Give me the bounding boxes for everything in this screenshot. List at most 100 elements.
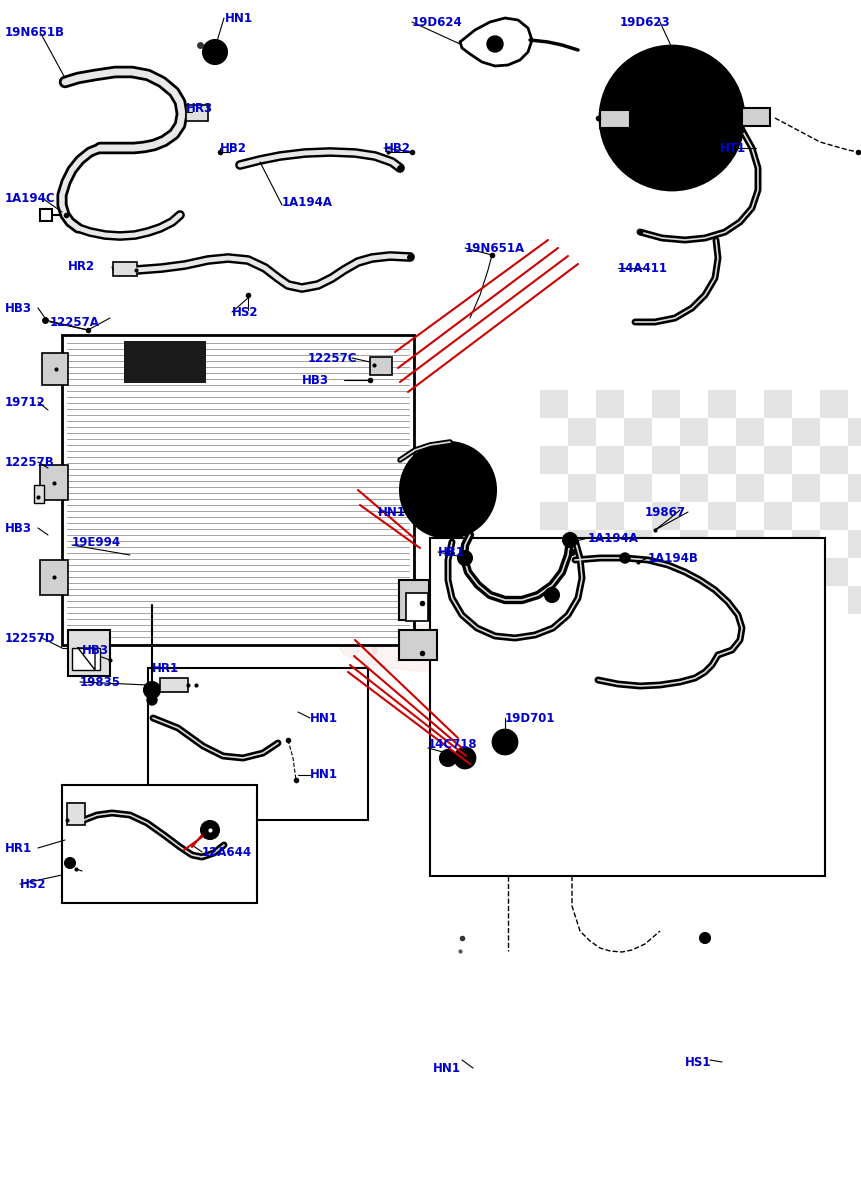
Bar	[652, 446, 680, 474]
Text: HB1: HB1	[438, 546, 465, 558]
Bar	[652, 390, 680, 418]
Bar	[792, 418, 820, 446]
Circle shape	[667, 170, 677, 181]
Text: HR3: HR3	[186, 102, 214, 114]
Text: HN1: HN1	[310, 712, 338, 725]
Bar	[848, 586, 861, 614]
Circle shape	[478, 485, 488, 494]
Circle shape	[65, 858, 75, 868]
Text: 19835: 19835	[80, 676, 121, 689]
Circle shape	[487, 36, 503, 52]
Bar	[568, 586, 596, 614]
Circle shape	[413, 455, 483, 526]
Bar	[186, 104, 208, 121]
Bar	[540, 390, 568, 418]
Bar	[764, 390, 792, 418]
Bar	[792, 474, 820, 502]
Text: HN1: HN1	[310, 768, 338, 781]
Bar	[40, 209, 52, 221]
Text: 1A194C: 1A194C	[5, 192, 56, 204]
Text: 12257D: 12257D	[5, 631, 55, 644]
Bar	[596, 446, 624, 474]
Text: HR1: HR1	[5, 841, 32, 854]
Bar	[652, 502, 680, 530]
Circle shape	[400, 442, 496, 538]
Circle shape	[440, 750, 456, 766]
Text: 1A194A: 1A194A	[588, 532, 639, 545]
Circle shape	[147, 695, 157, 704]
Bar	[708, 502, 736, 530]
Bar	[680, 586, 708, 614]
Circle shape	[600, 46, 744, 190]
Circle shape	[717, 84, 728, 94]
Text: 12A644: 12A644	[202, 846, 252, 858]
Bar	[540, 558, 568, 586]
Circle shape	[616, 142, 627, 152]
Bar	[764, 446, 792, 474]
Text: p a r t s: p a r t s	[369, 626, 490, 654]
Bar	[736, 474, 764, 502]
Bar	[596, 558, 624, 586]
Bar	[34, 485, 44, 503]
Ellipse shape	[65, 570, 305, 625]
Bar	[848, 418, 861, 446]
Bar	[624, 586, 652, 614]
Text: HT1: HT1	[720, 142, 746, 155]
Bar	[680, 418, 708, 446]
Text: C o r a l l: C o r a l l	[133, 576, 287, 605]
Circle shape	[667, 55, 677, 65]
Circle shape	[717, 142, 728, 152]
Bar	[430, 538, 825, 876]
Bar	[370, 358, 392, 374]
Bar	[736, 530, 764, 558]
Bar	[596, 390, 624, 418]
Text: 12257B: 12257B	[5, 456, 55, 468]
Text: HB3: HB3	[82, 643, 109, 656]
Bar	[680, 530, 708, 558]
Circle shape	[616, 84, 627, 94]
Bar	[848, 530, 861, 558]
Bar	[62, 785, 257, 902]
Bar	[68, 630, 110, 676]
Bar	[406, 593, 428, 622]
Bar	[764, 502, 792, 530]
Circle shape	[425, 515, 436, 526]
Bar	[764, 558, 792, 586]
Ellipse shape	[340, 623, 600, 673]
Text: 1A194A: 1A194A	[282, 196, 333, 209]
Text: 12257A: 12257A	[50, 316, 100, 329]
Bar	[399, 580, 429, 620]
Bar	[568, 530, 596, 558]
Bar	[624, 474, 652, 502]
Circle shape	[207, 44, 223, 60]
Bar	[160, 678, 188, 692]
Bar	[820, 446, 848, 474]
Circle shape	[493, 730, 517, 754]
Text: HR2: HR2	[68, 260, 95, 274]
Text: 19867: 19867	[645, 505, 686, 518]
Bar	[72, 648, 100, 670]
Bar	[40, 560, 68, 595]
Text: 19E994: 19E994	[72, 535, 121, 548]
Text: HN1: HN1	[225, 12, 253, 24]
Text: 19D701: 19D701	[505, 712, 555, 725]
Bar	[124, 341, 206, 383]
Circle shape	[458, 551, 472, 565]
Circle shape	[461, 455, 470, 464]
Circle shape	[455, 748, 475, 768]
Bar	[736, 586, 764, 614]
Text: HS2: HS2	[232, 306, 258, 318]
Text: 12257C: 12257C	[308, 352, 357, 365]
Bar	[820, 558, 848, 586]
Bar	[708, 446, 736, 474]
Bar	[624, 418, 652, 446]
Circle shape	[408, 485, 418, 494]
Bar	[680, 474, 708, 502]
Bar	[736, 418, 764, 446]
Circle shape	[545, 588, 559, 602]
Text: HS2: HS2	[20, 877, 46, 890]
Bar	[792, 586, 820, 614]
Circle shape	[634, 80, 710, 156]
Text: HR1: HR1	[152, 661, 179, 674]
Text: HS1: HS1	[685, 1056, 711, 1068]
